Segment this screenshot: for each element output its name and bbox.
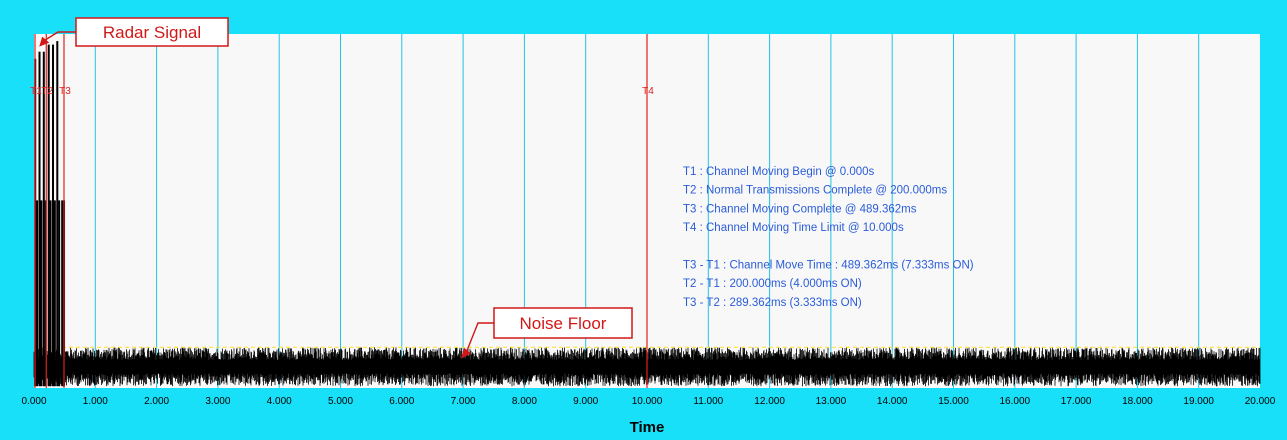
- annotation-line: T3 - T2 : 289.362ms (3.333ms ON): [683, 297, 862, 309]
- time-markers: T1 T2 T3 T4: [30, 34, 654, 388]
- noise-floor-arrowhead: [460, 347, 471, 359]
- x-tick-label: 9.000: [573, 396, 598, 407]
- radar-pulse: [44, 200, 47, 387]
- x-tick-label: 11.000: [693, 396, 723, 407]
- x-tick-label: 18.000: [1122, 396, 1153, 407]
- x-tick-label: 16.000: [1000, 396, 1031, 407]
- x-tick-label: 20.000: [1245, 396, 1276, 407]
- radar-pulse: [47, 44, 50, 387]
- radar-pulse: [40, 200, 43, 387]
- noise-floor-leader: [466, 322, 494, 351]
- marker-label-t2: T2: [41, 86, 53, 97]
- radar-pulse: [61, 200, 64, 387]
- noise-floor-trace: [33, 347, 1261, 387]
- x-tick-label: 14.000: [877, 396, 908, 407]
- noise-floor-path: [33, 347, 1261, 387]
- x-axis-label: Time: [630, 419, 665, 436]
- annotation-line: T4 : Channel Moving Time Limit @ 10.000s: [683, 222, 904, 234]
- x-tick-label: 19.000: [1183, 396, 1214, 407]
- radar-pulse: [56, 41, 59, 387]
- radar-pulse: [53, 200, 56, 387]
- marker-label-t1: T1: [30, 86, 42, 97]
- noise-floor-callout-box: [493, 307, 633, 339]
- annotation-line: T2 : Normal Transmissions Complete @ 200…: [683, 185, 947, 197]
- x-tick-label: 5.000: [328, 396, 353, 407]
- marker-label-t3: T3: [59, 86, 71, 97]
- x-tick-label: 17.000: [1061, 396, 1092, 407]
- radar-pulse: [42, 51, 45, 387]
- annotation-line: T1 : Channel Moving Begin @ 0.000s: [683, 166, 875, 178]
- x-tick-labels: 0.000 1.000 2.000 3.000 4.000 5.000 6.000 7.000…: [21, 396, 1275, 407]
- noise-floor-callout-label: Noise Floor: [520, 314, 607, 333]
- x-tick-label: 13.000: [816, 396, 847, 407]
- callouts: Radar Signal Noise Floor: [39, 17, 633, 359]
- radar-pulse: [52, 44, 55, 387]
- marker-label-t4: T4: [642, 86, 654, 97]
- radar-signal-arrowhead: [39, 36, 50, 47]
- x-tick-label: 7.000: [451, 396, 476, 407]
- annotation-text-block: T1 : Channel Moving Begin @ 0.000s T2 : N…: [683, 166, 974, 309]
- x-tick-label: 1.000: [83, 396, 108, 407]
- radar-pulse: [49, 200, 52, 387]
- x-tick-label: 0.000: [21, 396, 46, 407]
- radar-signal-leader: [43, 31, 76, 42]
- radar-signal-callout-box: [75, 17, 229, 47]
- annotation-line: T2 - T1 : 200.000ms (4.000ms ON): [683, 278, 862, 290]
- radar-pulse: [58, 200, 61, 387]
- x-tick-label: 15.000: [938, 396, 969, 407]
- x-tick-label: 4.000: [267, 396, 292, 407]
- annotation-line: T3 - T1 : Channel Move Time : 489.362ms …: [683, 260, 974, 272]
- annotation-line: T3 : Channel Moving Complete @ 489.362ms: [683, 203, 917, 215]
- radar-pulse: [36, 200, 39, 387]
- x-tick-label: 12.000: [754, 396, 785, 407]
- x-tick-label: 8.000: [512, 396, 537, 407]
- radar-signal-callout-label: Radar Signal: [103, 23, 201, 42]
- radar-pulse: [38, 51, 41, 387]
- x-tick-label: 3.000: [205, 396, 230, 407]
- x-tick-label: 10.000: [632, 396, 663, 407]
- x-tick-label: 2.000: [144, 396, 169, 407]
- x-tick-label: 6.000: [389, 396, 414, 407]
